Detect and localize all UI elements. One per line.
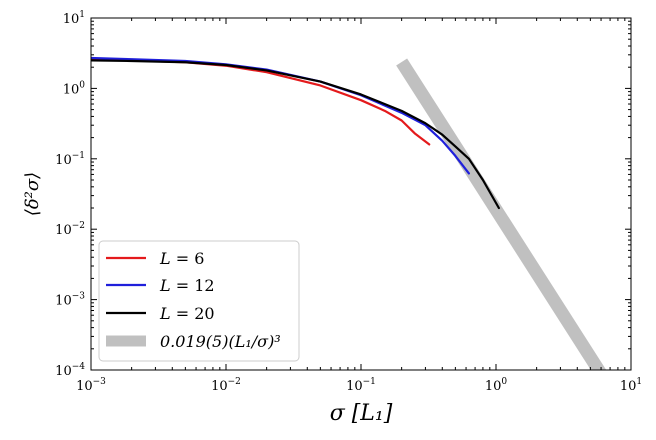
- y-tick-label-exp: −3: [72, 292, 86, 302]
- y-tick-label: 100: [63, 80, 86, 97]
- x-tick-label-exp: 0: [501, 377, 507, 387]
- legend-label-rest: = 6: [171, 249, 205, 268]
- x-tick-label: 10−1: [346, 377, 376, 394]
- series-line-L20: [91, 59, 500, 210]
- x-tick-label-base: 10: [346, 379, 363, 394]
- legend-label: L = 6: [159, 249, 204, 268]
- x-tick-label-base: 10: [620, 379, 637, 394]
- legend-box: [98, 240, 300, 362]
- legend-label-rest: = 12: [171, 276, 215, 295]
- y-tick-label-base: 10: [63, 12, 80, 27]
- x-tick-label-exp: 1: [636, 377, 642, 387]
- legend-label-main: L: [159, 304, 171, 323]
- y-tick-label-exp: −4: [72, 362, 86, 372]
- y-tick-label: 10−1: [55, 151, 85, 168]
- y-tick-label: 101: [63, 10, 85, 27]
- legend-label: 0.019(5)(L₁/σ)³: [160, 332, 281, 351]
- legend-label: L = 12: [159, 276, 215, 295]
- legend-items: L = 6L = 12L = 200.019(5)(L₁/σ)³: [106, 249, 281, 351]
- x-tick-label-base: 10: [211, 379, 228, 394]
- x-tick-label-base: 10: [76, 379, 93, 394]
- x-tick-label-exp: −2: [228, 377, 241, 387]
- y-tick-label-base: 10: [55, 223, 72, 238]
- x-tick-label: 10−3: [76, 377, 106, 394]
- y-tick-label: 10−4: [55, 362, 85, 379]
- y-tick-label-exp: 0: [79, 80, 85, 90]
- fit-layer: [396, 58, 607, 370]
- y-tick-label-exp: −2: [72, 221, 85, 231]
- y-tick-label-base: 10: [63, 82, 80, 97]
- y-axis-label: ⟨δ²σ⟩: [22, 172, 43, 216]
- legend-label-main: 0.019(5)(L₁/σ)³: [160, 332, 281, 351]
- x-tick-label: 100: [485, 377, 508, 394]
- x-tick-label: 10−2: [211, 377, 241, 394]
- fit-band: [396, 58, 607, 370]
- y-axis-label-text: ⟨δ²σ⟩: [22, 172, 43, 216]
- y-tick-label: 10−2: [55, 221, 85, 238]
- y-tick-label-base: 10: [55, 364, 72, 379]
- legend-label-rest: = 20: [171, 304, 215, 323]
- x-axis-label: σ [L₁]: [330, 401, 393, 426]
- x-tick-label: 101: [620, 377, 642, 394]
- y-tick-label-base: 10: [55, 153, 72, 168]
- y-tick-label-exp: 1: [79, 10, 85, 20]
- x-tick-label-base: 10: [485, 379, 502, 394]
- legend-label: L = 20: [159, 304, 215, 323]
- series-layer: [91, 56, 500, 210]
- x-tick-label-exp: −1: [363, 377, 376, 387]
- ticks-layer: [90, 17, 632, 371]
- y-tick-label-exp: −1: [72, 151, 85, 161]
- legend-label-main: L: [159, 249, 171, 268]
- legend-label-main: L: [159, 276, 171, 295]
- legend: L = 6L = 12L = 200.019(5)(L₁/σ)³: [98, 240, 300, 362]
- y-tick-label-base: 10: [55, 294, 72, 309]
- x-axis-label-text: σ [L₁]: [330, 401, 393, 426]
- y-tick-label: 10−3: [55, 292, 85, 309]
- x-tick-label-exp: −3: [93, 377, 107, 387]
